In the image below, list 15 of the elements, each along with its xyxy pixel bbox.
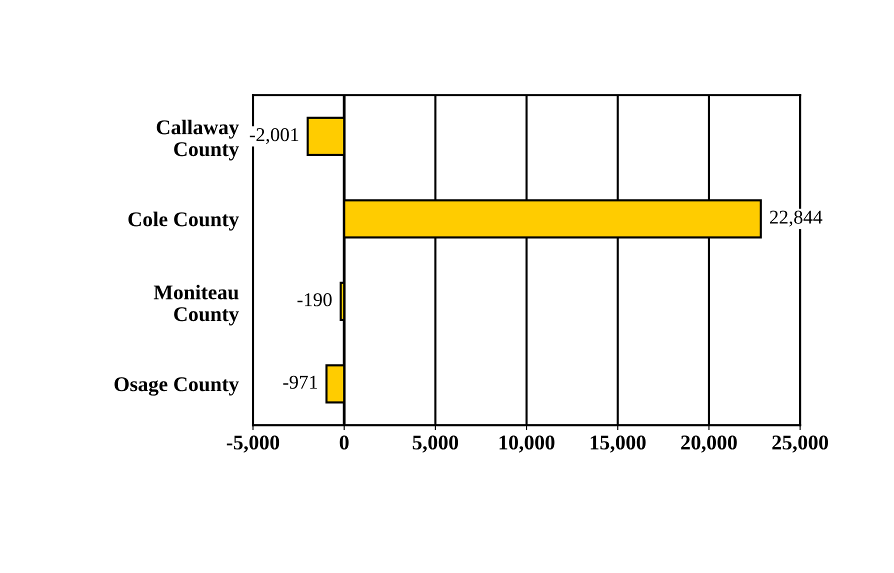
data-label: -2,001 [250, 128, 298, 144]
x-tick-label: 15,000 [590, 435, 646, 453]
data-label: 22,844 [770, 210, 822, 227]
x-tick-label: 25,000 [772, 435, 828, 453]
x-tick-label: 20,000 [681, 435, 737, 453]
y-tick-label: Moniteau County [154, 284, 239, 326]
x-tick-label: 10,000 [500, 435, 554, 453]
y-tick-label: Osage County [114, 377, 239, 396]
data-label: -190 [297, 293, 332, 306]
x-tick-label: -5,000 [226, 435, 280, 453]
x-tick-label: 0 [340, 435, 349, 450]
data-label: -971 [283, 376, 317, 389]
x-tick-label: 5,000 [412, 435, 458, 453]
y-tick-label: Callaway County [156, 120, 239, 160]
y-tick-label: Cole County [128, 212, 239, 231]
